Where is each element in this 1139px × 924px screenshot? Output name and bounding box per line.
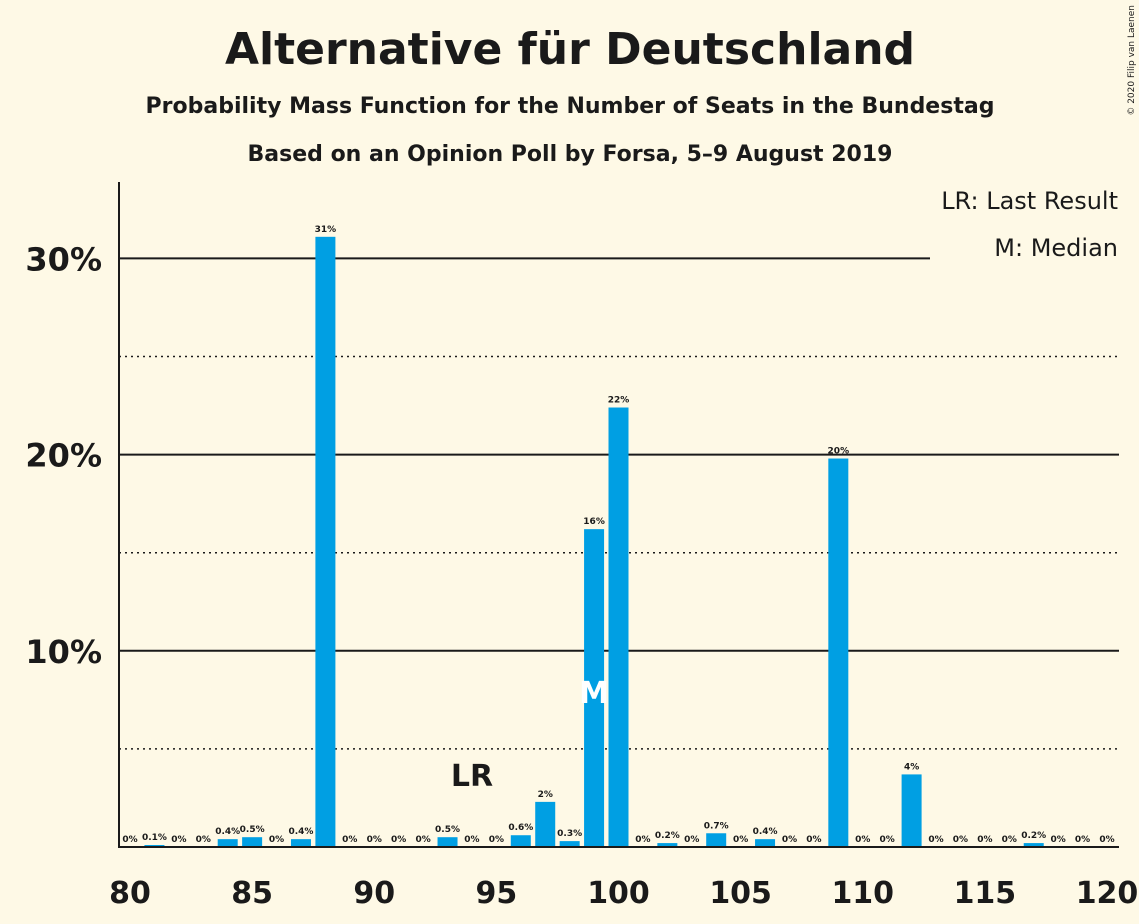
value-label-seat-89: 0% [342,835,357,845]
value-label-seat-97: 2% [538,790,553,800]
value-label-seat-112: 4% [904,762,919,772]
value-label-seat-119: 0% [1075,835,1090,845]
bar-seat-98 [559,841,580,847]
value-label-seat-82: 0% [171,835,186,845]
x-tick-label: 100 [587,876,650,911]
bar-seat-88 [315,236,336,847]
x-tick-label: 120 [1076,876,1139,911]
value-label-seat-95: 0% [489,835,504,845]
x-tick-label: 105 [709,876,772,911]
bar-seat-93 [437,837,458,847]
value-label-seat-99: 16% [583,517,605,527]
last-result-marker: LR [451,759,493,794]
chart-subtitle-1: Probability Mass Function for the Number… [146,94,995,119]
bar-seat-102 [657,843,678,847]
x-tick-label: 95 [476,876,518,911]
legend-median: M: Median [994,234,1118,262]
value-label-seat-108: 0% [806,835,821,845]
chart-title: Alternative für Deutschland [225,24,915,75]
y-tick-label: 20% [25,437,102,475]
bars-group [144,236,1044,847]
y-tick-labels: 10% 20% 30% [25,240,102,670]
value-label-seat-85: 0.5% [240,825,265,835]
value-label-seat-87: 0.4% [288,827,313,837]
value-label-seat-86: 0% [269,835,284,845]
bar-seat-112 [901,774,922,847]
value-label-seat-91: 0% [391,835,406,845]
x-tick-label: 115 [954,876,1017,911]
legend-last-result: LR: Last Result [941,187,1118,215]
bar-seat-109 [828,458,849,847]
bar-seat-100 [608,407,629,847]
value-label-seat-103: 0% [684,835,699,845]
value-label-seat-100: 22% [608,396,630,406]
value-label-seat-93: 0.5% [435,825,460,835]
value-label-seat-105: 0% [733,835,748,845]
x-tick-label: 110 [831,876,894,911]
value-label-seat-80: 0% [122,835,137,845]
value-label-seat-111: 0% [880,835,895,845]
value-label-seat-109: 20% [828,447,850,457]
value-label-seat-94: 0% [464,835,479,845]
value-label-seat-114: 0% [953,835,968,845]
value-label-seat-90: 0% [367,835,382,845]
value-label-seat-83: 0% [196,835,211,845]
value-label-seat-84: 0.4% [215,827,240,837]
markers: LR M [451,676,609,794]
y-tick-label: 30% [25,240,102,278]
bar-seat-96 [510,835,531,847]
value-label-seat-98: 0.3% [557,829,582,839]
x-tick-label: 85 [231,876,273,911]
chart-subtitle-2: Based on an Opinion Poll by Forsa, 5–9 A… [248,142,893,167]
value-label-seat-118: 0% [1051,835,1066,845]
bar-seat-87 [290,839,311,847]
value-label-seat-120: 0% [1099,835,1114,845]
y-tick-label: 10% [25,633,102,671]
bar-seat-106 [755,839,776,847]
bar-seat-104 [706,833,727,847]
value-label-seat-106: 0.4% [753,827,778,837]
value-labels: 0% 0.1% 0% 0%0.4% 0.5%0%0.4%31%0% 0% 0% 0%0.5%0… [122,225,1114,845]
value-label-seat-101: 0% [635,835,650,845]
bar-seat-85 [242,837,263,847]
value-label-seat-92: 0% [415,835,430,845]
value-label-seat-115: 0% [977,835,992,845]
value-label-seat-88: 31% [315,225,337,235]
x-tick-label: 80 [109,876,151,911]
value-label-seat-113: 0% [928,835,943,845]
bar-seat-84 [217,839,238,847]
value-label-seat-81: 0.1% [142,833,167,843]
median-marker: M [579,676,609,711]
value-label-seat-104: 0.7% [704,821,729,831]
value-label-seat-117: 0.2% [1021,831,1046,841]
bar-seat-99 [584,529,605,847]
legend-background [930,183,1124,273]
copyright-note: © 2020 Filip van Laenen [1127,5,1137,116]
value-label-seat-96: 0.6% [508,823,533,833]
x-tick-labels: 80 85 90 95 100 105 110 115 120 [109,876,1138,911]
value-label-seat-107: 0% [782,835,797,845]
value-label-seat-102: 0.2% [655,831,680,841]
value-label-seat-110: 0% [855,835,870,845]
value-label-seat-116: 0% [1002,835,1017,845]
bar-seat-97 [535,801,556,847]
bar-seat-117 [1023,843,1044,847]
x-tick-label: 90 [353,876,395,911]
